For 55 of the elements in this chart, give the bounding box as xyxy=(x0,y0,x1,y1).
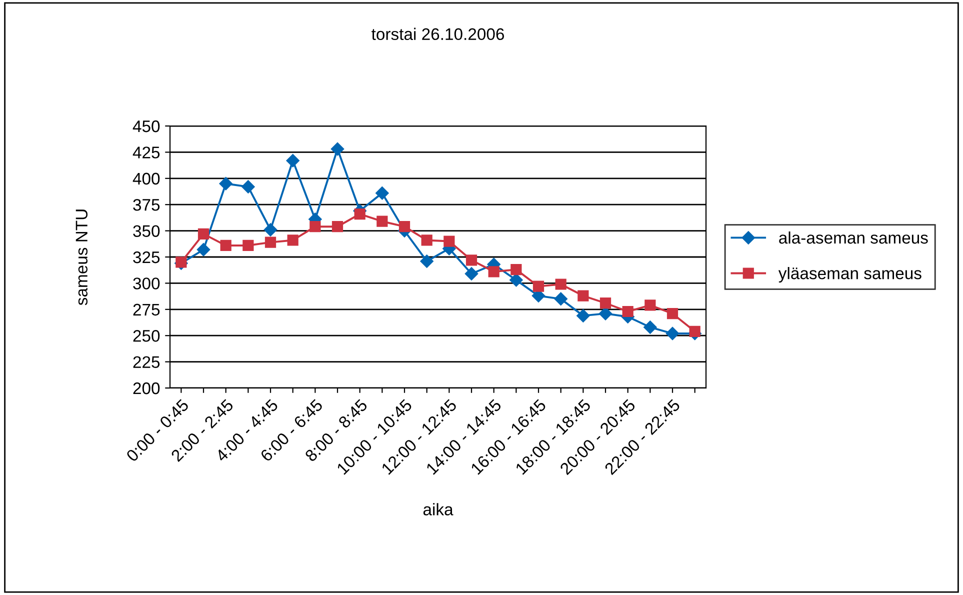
y-tick-label: 400 xyxy=(132,172,160,185)
point xyxy=(622,306,634,318)
point xyxy=(488,266,500,278)
point xyxy=(666,326,680,340)
point xyxy=(310,221,321,232)
point xyxy=(464,267,478,280)
point xyxy=(376,216,388,227)
point xyxy=(689,326,700,337)
point xyxy=(666,308,678,320)
y-tick-label: 275 xyxy=(133,304,160,316)
point xyxy=(510,264,522,276)
point xyxy=(330,142,344,156)
point xyxy=(198,228,210,240)
point xyxy=(398,221,410,232)
point xyxy=(242,240,254,252)
point xyxy=(219,177,232,190)
y-tick-label: 250 xyxy=(133,330,160,342)
point xyxy=(286,154,300,168)
point xyxy=(554,292,568,306)
chart-title: torstai 26.10.2006 xyxy=(372,28,504,40)
point xyxy=(354,208,366,220)
point xyxy=(598,307,612,320)
point xyxy=(264,223,278,236)
y-tick-label: 350 xyxy=(133,225,160,238)
legend-label: yläaseman sameus xyxy=(778,267,922,283)
point xyxy=(555,278,566,290)
point xyxy=(644,320,657,334)
y-tick-label: 425 xyxy=(132,146,160,158)
point xyxy=(176,256,187,268)
point xyxy=(196,243,210,256)
point xyxy=(264,236,276,248)
point xyxy=(332,221,344,232)
point xyxy=(600,298,612,309)
point xyxy=(376,186,389,200)
legend-label: ala-aseman sameus xyxy=(779,231,928,244)
y-tick-label: 300 xyxy=(133,278,160,290)
y-axis-title: sameus NTU xyxy=(76,210,88,306)
point xyxy=(578,290,589,302)
x-axis-title: aika xyxy=(423,503,454,516)
point xyxy=(644,300,656,311)
point xyxy=(510,273,523,287)
point xyxy=(420,254,434,268)
y-tick-label: 200 xyxy=(133,382,160,394)
point xyxy=(242,180,255,194)
point xyxy=(287,234,298,246)
y-tick-label: 325 xyxy=(133,251,160,264)
y-tick-label: 225 xyxy=(133,356,160,368)
point xyxy=(532,280,544,292)
y-tick-label: 450 xyxy=(132,120,160,132)
point xyxy=(220,240,232,252)
point xyxy=(444,236,455,247)
point xyxy=(466,254,478,266)
point xyxy=(421,234,432,246)
point xyxy=(576,309,590,322)
y-tick-label: 375 xyxy=(133,199,160,211)
